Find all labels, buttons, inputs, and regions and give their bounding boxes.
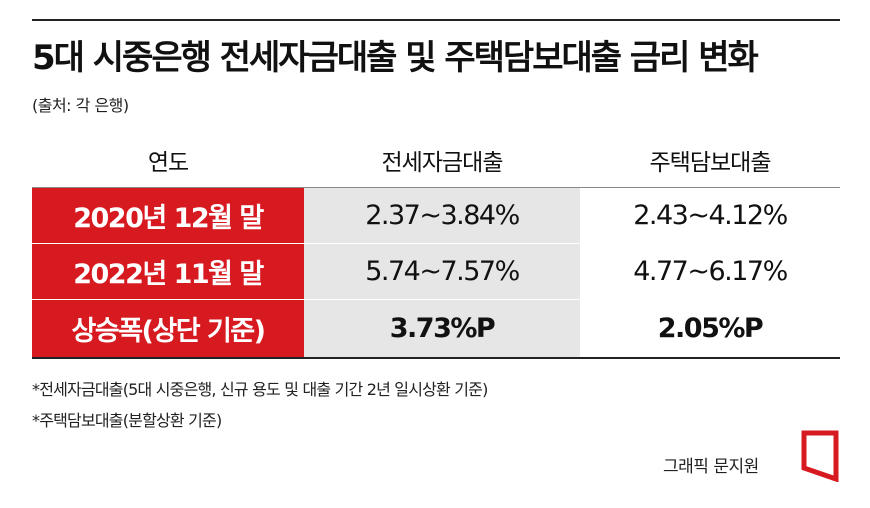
column-header-jeonse: 전세자금대출 — [304, 133, 580, 188]
top-rule — [32, 19, 840, 21]
footnote-mortgage: *주택담보대출(분할상환 기준) — [32, 411, 222, 430]
cell-jeonse-2020: 2.37~3.84% — [304, 187, 580, 244]
header-row: 연도 전세자금대출 주택담보대출 — [32, 133, 840, 188]
news-logo-icon — [801, 430, 839, 482]
source-label: (출처: 각 은행) — [32, 96, 129, 115]
cell-mortgage-2022: 4.77~6.17% — [580, 243, 840, 300]
table-row: 상승폭(상단 기준) 3.73%P 2.05%P — [32, 299, 840, 359]
cell-mortgage-increase: 2.05%P — [580, 299, 840, 359]
cell-jeonse-increase: 3.73%P — [304, 299, 580, 359]
footnote-jeonse: *전세자금대출(5대 시중은행, 신규 용도 및 대출 기간 2년 일시상환 기… — [32, 380, 488, 399]
table-row: 2022년 11월 말 5.74~7.57% 4.77~6.17% — [32, 243, 840, 300]
row-label-2022: 2022년 11월 말 — [32, 243, 304, 300]
cell-mortgage-2020: 2.43~4.12% — [580, 187, 840, 244]
row-label-2020: 2020년 12월 말 — [32, 187, 304, 244]
column-header-year: 연도 — [32, 133, 304, 188]
cell-jeonse-2022: 5.74~7.57% — [304, 243, 580, 300]
column-header-mortgage: 주택담보대출 — [580, 133, 840, 188]
rate-table: 연도 전세자금대출 주택담보대출 2020년 12월 말 2.37~3.84% … — [32, 133, 840, 359]
page-title: 5대 시중은행 전세자금대출 및 주택담보대출 금리 변화 — [32, 38, 759, 78]
row-label-increase: 상승폭(상단 기준) — [32, 299, 304, 359]
graphic-credit: 그래픽 문지원 — [663, 457, 759, 477]
table-row: 2020년 12월 말 2.37~3.84% 2.43~4.12% — [32, 187, 840, 244]
